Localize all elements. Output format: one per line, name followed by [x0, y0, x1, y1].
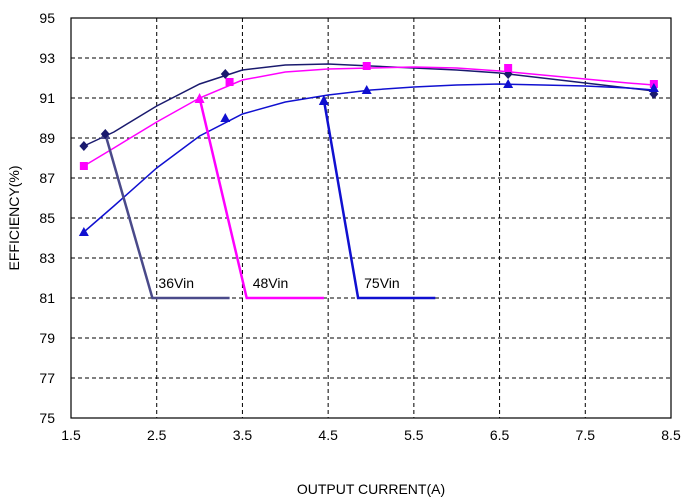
series-line-48vin: [83, 66, 654, 167]
series-markers: [78, 62, 659, 236]
y-tick-label: 87: [39, 170, 55, 186]
callout-arrowhead-75vin: [318, 95, 329, 105]
x-tick-label: 8.5: [661, 427, 681, 443]
series-curves: [83, 63, 654, 233]
data-point-75vin: [503, 79, 514, 88]
data-point-75vin: [220, 113, 231, 122]
x-tick-label: 1.5: [61, 427, 81, 443]
callout-arrowhead-48vin: [194, 93, 205, 103]
y-tick-label: 95: [39, 10, 55, 26]
series-label-36vin: 36Vin: [158, 275, 194, 291]
y-tick-label: 83: [39, 250, 55, 266]
callout-leader-75vin: [322, 99, 436, 300]
data-point-48vin: [504, 64, 513, 72]
series-line-36vin: [83, 63, 654, 147]
y-tick-label: 91: [39, 90, 55, 106]
data-point-75vin: [361, 85, 372, 94]
y-tick-label: 93: [39, 50, 55, 66]
x-axis-ticks: 1.5 2.5 3.5 4.5 5.5 6.5 7.5 8.5: [61, 427, 681, 443]
x-axis-title: OUTPUT CURRENT(A): [297, 481, 445, 497]
y-tick-label: 85: [39, 210, 55, 226]
y-axis-title: EFFICIENCY(%): [6, 166, 22, 271]
data-point-75vin: [648, 83, 659, 92]
callout-leader-48vin: [198, 97, 324, 300]
data-point-48vin: [225, 78, 234, 86]
data-point-48vin: [362, 62, 371, 70]
x-tick-label: 6.5: [490, 427, 510, 443]
x-tick-label: 2.5: [147, 427, 167, 443]
y-tick-label: 77: [39, 370, 55, 386]
data-point-75vin: [78, 227, 89, 236]
series-callouts: 36Vin 48Vin 75Vin: [100, 93, 436, 300]
data-point-48vin: [79, 162, 88, 170]
series-label-75vin: 75Vin: [364, 275, 400, 291]
x-tick-label: 7.5: [576, 427, 596, 443]
x-tick-label: 5.5: [404, 427, 424, 443]
y-axis-ticks: 75 77 79 81 83 85 87 89 91 93 95: [39, 10, 55, 426]
y-tick-label: 79: [39, 330, 55, 346]
x-tick-label: 4.5: [318, 427, 338, 443]
y-tick-label: 75: [39, 410, 55, 426]
data-point-36vin: [79, 141, 89, 151]
callout-leader-36vin: [104, 133, 230, 300]
y-tick-label: 89: [39, 130, 55, 146]
plot-area-frame: [70, 17, 672, 419]
x-tick-label: 3.5: [233, 427, 253, 443]
data-point-36vin: [220, 69, 230, 79]
series-label-48vin: 48Vin: [253, 275, 289, 291]
data-point-36vin: [100, 129, 110, 139]
y-tick-label: 81: [39, 290, 55, 306]
series-line-75vin: [83, 83, 654, 233]
